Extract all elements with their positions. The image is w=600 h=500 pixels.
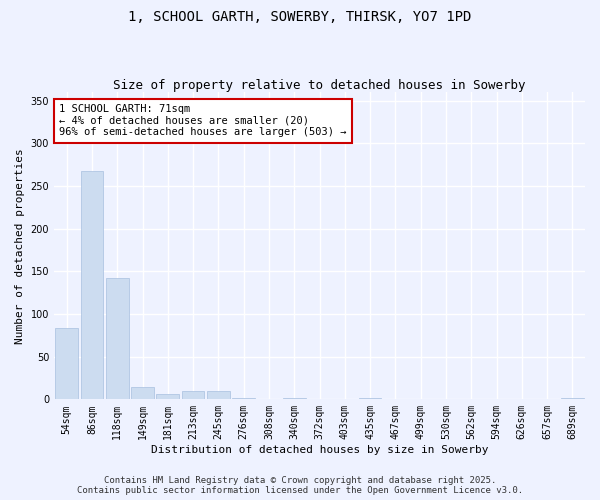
Bar [80,170,103,400]
Bar [182,391,205,400]
Bar [157,394,179,400]
Bar [207,391,230,400]
Text: 1 SCHOOL GARTH: 71sqm
← 4% of detached houses are smaller (20)
96% of semi-detac: 1 SCHOOL GARTH: 71sqm ← 4% of detached h… [59,104,347,138]
Y-axis label: Number of detached properties: Number of detached properties [15,148,25,344]
Bar [283,398,305,400]
Bar [561,398,584,400]
Bar [232,398,255,400]
Bar [131,386,154,400]
Bar [106,278,128,400]
Text: Contains HM Land Registry data © Crown copyright and database right 2025.
Contai: Contains HM Land Registry data © Crown c… [77,476,523,495]
Title: Size of property relative to detached houses in Sowerby: Size of property relative to detached ho… [113,79,526,92]
Text: 1, SCHOOL GARTH, SOWERBY, THIRSK, YO7 1PD: 1, SCHOOL GARTH, SOWERBY, THIRSK, YO7 1P… [128,10,472,24]
Bar [359,398,382,400]
X-axis label: Distribution of detached houses by size in Sowerby: Distribution of detached houses by size … [151,445,488,455]
Bar [55,328,78,400]
